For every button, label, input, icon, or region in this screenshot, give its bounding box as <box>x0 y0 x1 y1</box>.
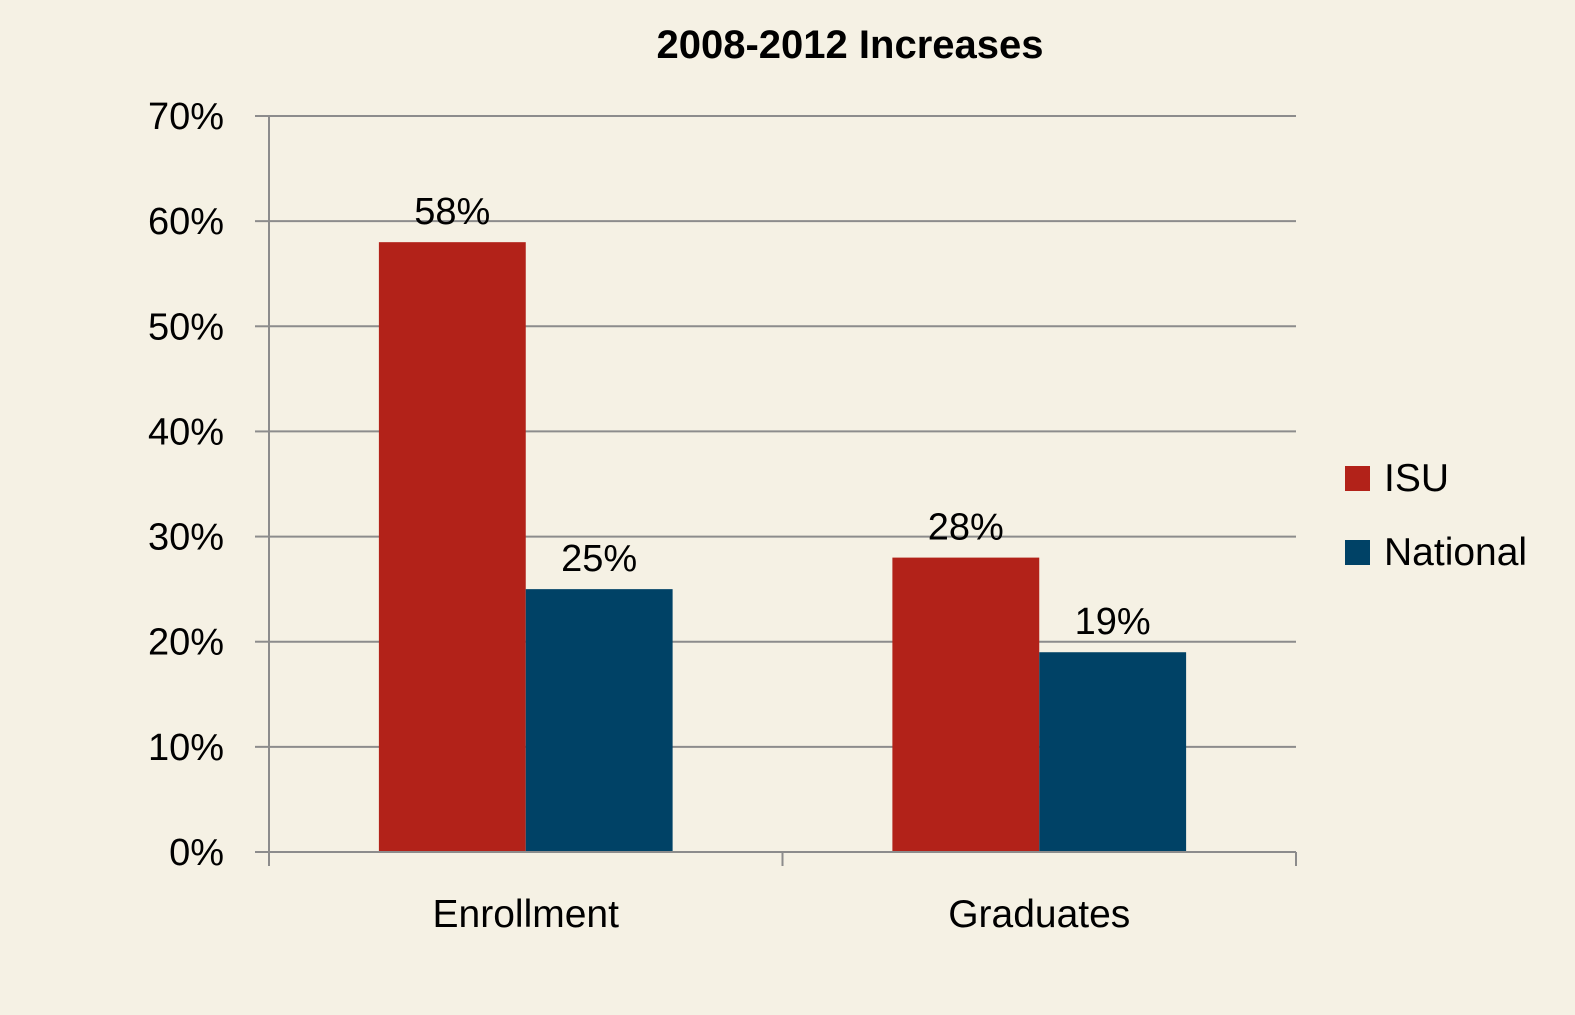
x-category-label: Graduates <box>948 893 1130 936</box>
y-tick-label: 40% <box>148 411 224 453</box>
bar-isu-graduates <box>892 557 1040 852</box>
y-tick-label: 0% <box>169 832 224 874</box>
legend-swatch-isu <box>1345 466 1370 491</box>
legend: ISU National <box>1345 457 1527 574</box>
legend-swatch-national <box>1345 540 1370 565</box>
data-label: 58% <box>414 191 490 233</box>
y-tick-label: 20% <box>148 622 224 664</box>
axes <box>255 115 1297 866</box>
legend-label-isu: ISU <box>1384 457 1449 500</box>
y-tick-label: 60% <box>148 201 224 243</box>
bar-national-graduates <box>1039 652 1187 852</box>
y-tick-label: 70% <box>148 96 224 138</box>
legend-label-national: National <box>1384 531 1527 574</box>
bars <box>378 242 1187 852</box>
data-labels: 58% 25% 28% 19% <box>414 191 1150 643</box>
data-label: 28% <box>928 507 1004 549</box>
bar-national-enrollment <box>525 589 673 852</box>
data-label: 25% <box>561 538 637 580</box>
x-axis-categories: Enrollment Graduates <box>433 893 1131 936</box>
data-label: 19% <box>1075 601 1151 643</box>
x-category-label: Enrollment <box>433 893 620 936</box>
y-tick-label: 50% <box>148 306 224 348</box>
y-tick-label: 10% <box>148 727 224 769</box>
chart-title: 2008-2012 Increases <box>657 23 1044 67</box>
y-axis-ticks: 0% 10% 20% 30% 40% 50% 60% 70% <box>148 96 224 874</box>
bar-isu-enrollment <box>378 242 526 852</box>
y-tick-label: 30% <box>148 517 224 559</box>
